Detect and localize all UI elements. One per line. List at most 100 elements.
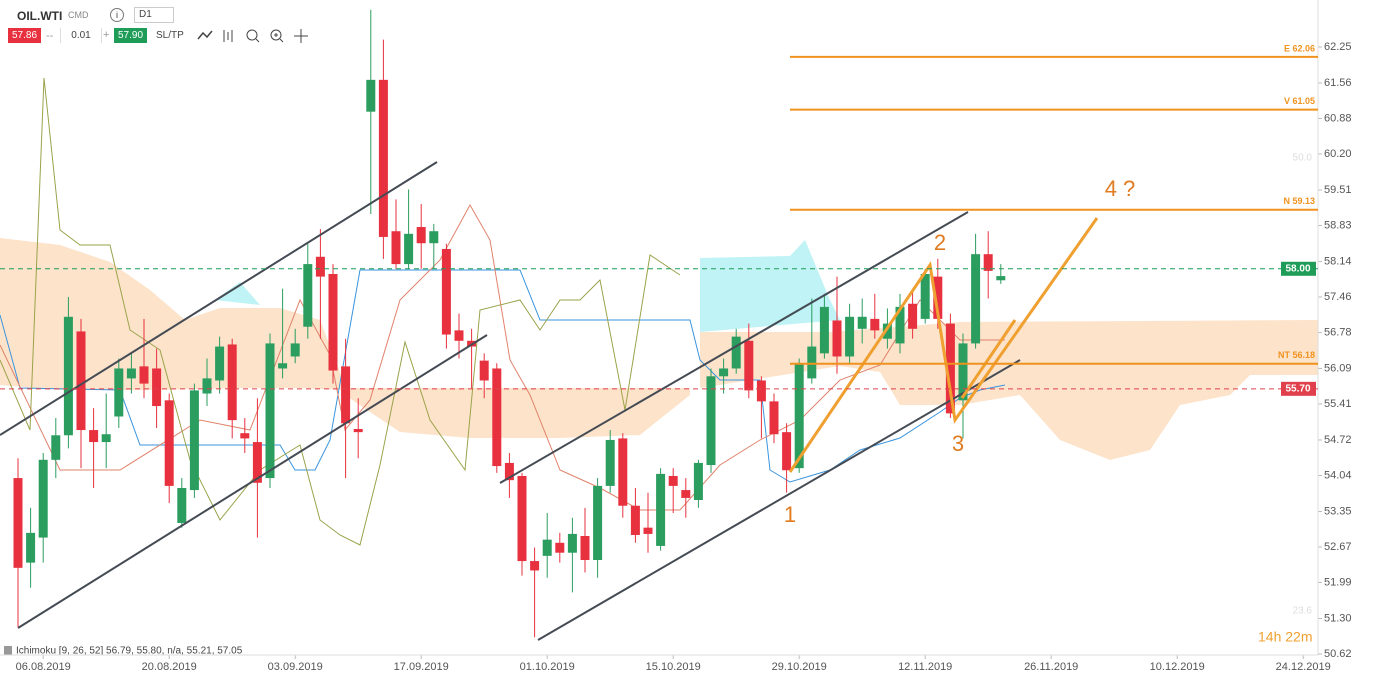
candle-body bbox=[983, 254, 993, 271]
candle-body bbox=[101, 434, 111, 443]
symbol[interactable]: OIL.WTI bbox=[17, 9, 63, 23]
candle-body bbox=[908, 303, 918, 329]
candle-body bbox=[895, 306, 905, 344]
wave-label: 4 ? bbox=[1105, 176, 1136, 201]
candles bbox=[13, 9, 1006, 638]
info-icon[interactable]: i bbox=[110, 8, 124, 22]
candle-body bbox=[643, 527, 653, 534]
candle-body bbox=[857, 316, 867, 329]
candle-body bbox=[290, 343, 300, 357]
candle-body bbox=[618, 438, 628, 506]
y-tick-label: 59.51 bbox=[1324, 184, 1352, 196]
candle-body bbox=[202, 378, 212, 394]
timer: 14h 22m bbox=[1258, 629, 1312, 645]
candle-body bbox=[492, 368, 502, 467]
candle-body bbox=[504, 462, 514, 481]
ask[interactable]: 57.90 bbox=[114, 28, 147, 43]
chikou-line bbox=[0, 77, 681, 546]
candle-body bbox=[517, 475, 527, 562]
fib-label: 23.6 bbox=[1293, 606, 1313, 617]
drawings bbox=[0, 161, 1099, 641]
candle-body bbox=[706, 376, 716, 466]
level-label: E 62.06 bbox=[1284, 43, 1315, 53]
level-label: NT 56.18 bbox=[1278, 350, 1315, 360]
candle-body bbox=[996, 276, 1006, 281]
y-tick-label: 57.46 bbox=[1324, 291, 1352, 303]
channel-line bbox=[17, 334, 488, 629]
candle-body bbox=[278, 363, 288, 369]
candle-body bbox=[832, 320, 842, 357]
interval[interactable]: D1 bbox=[134, 7, 174, 23]
y-tick-label: 60.20 bbox=[1324, 148, 1352, 160]
sltp[interactable]: SL/TP bbox=[156, 30, 184, 41]
wave-label: 2 bbox=[934, 230, 946, 255]
step[interactable]: 0.01 bbox=[60, 28, 102, 43]
cloud bbox=[0, 238, 345, 390]
candle-body bbox=[744, 340, 754, 391]
candle-body bbox=[13, 478, 23, 568]
y-tick-label: 58.14 bbox=[1324, 255, 1352, 267]
level-label: V 61.05 bbox=[1284, 96, 1315, 106]
candle-body bbox=[882, 323, 892, 339]
x-tick-label: 17.09.2019 bbox=[394, 661, 449, 673]
bid[interactable]: 57.86 bbox=[8, 28, 41, 43]
cloud bbox=[215, 282, 260, 305]
price-tag bbox=[1281, 381, 1316, 396]
candle-body bbox=[378, 79, 388, 237]
candle-body bbox=[76, 331, 86, 431]
candle-body bbox=[227, 344, 237, 421]
tool-icons[interactable] bbox=[196, 27, 316, 45]
candle-body bbox=[51, 435, 61, 460]
candle-body bbox=[756, 380, 766, 402]
minus[interactable]: -- bbox=[46, 30, 54, 42]
candle-body bbox=[164, 400, 174, 486]
candle-body bbox=[958, 343, 968, 401]
candle-body bbox=[391, 231, 401, 265]
candle-body bbox=[731, 336, 741, 369]
x-tick-label: 24.12.2019 bbox=[1276, 661, 1331, 673]
plus[interactable]: + bbox=[103, 29, 110, 41]
candle-body bbox=[693, 462, 703, 500]
candle-body bbox=[341, 366, 351, 424]
x-tick-label: 26.11.2019 bbox=[1024, 661, 1078, 673]
y-tick-label: 62.25 bbox=[1324, 41, 1352, 53]
y-tick-label: 60.88 bbox=[1324, 112, 1352, 124]
candle-body bbox=[769, 401, 779, 435]
candle-body bbox=[429, 231, 439, 244]
x-tick-label: 20.08.2019 bbox=[142, 661, 197, 673]
candle-body bbox=[819, 306, 829, 354]
price-tag bbox=[1281, 261, 1316, 276]
candle-body bbox=[656, 473, 666, 546]
candle-body bbox=[555, 542, 565, 553]
indicator-label: Ichimoku [9, 26, 52] 56.79, 55.80, n/a, … bbox=[16, 646, 243, 657]
x-tick-label: 15.10.2019 bbox=[646, 661, 701, 673]
x-tick-label: 12.11.2019 bbox=[898, 661, 952, 673]
candle-body bbox=[26, 532, 36, 563]
channel-line bbox=[537, 359, 1021, 641]
channel-line bbox=[0, 161, 438, 436]
ichimoku bbox=[0, 77, 1318, 546]
y-tick-label: 53.35 bbox=[1324, 505, 1352, 517]
market: CMD bbox=[68, 10, 89, 20]
candle-body bbox=[89, 430, 99, 443]
candle-body bbox=[630, 505, 640, 535]
candle-body bbox=[945, 323, 955, 414]
candle-body bbox=[605, 439, 615, 486]
candle-body bbox=[441, 248, 451, 335]
y-tick-label: 54.72 bbox=[1324, 434, 1352, 446]
cloud bbox=[345, 388, 690, 438]
candle-body bbox=[114, 368, 124, 417]
x-tick-label: 29.10.2019 bbox=[772, 661, 827, 673]
y-tick-label: 52.67 bbox=[1324, 541, 1352, 553]
price-tag-label: 55.70 bbox=[1285, 383, 1310, 394]
candle-body bbox=[265, 343, 275, 479]
y-tick-label: 50.62 bbox=[1324, 648, 1352, 660]
grid bbox=[42, 46, 1322, 659]
y-tick-label: 61.56 bbox=[1324, 77, 1352, 89]
candle-body bbox=[920, 274, 930, 319]
candle-body bbox=[416, 227, 426, 244]
candle-body bbox=[794, 363, 804, 469]
candle-body bbox=[807, 346, 817, 379]
candle-body bbox=[315, 256, 325, 277]
indicator-icon[interactable] bbox=[4, 646, 12, 655]
